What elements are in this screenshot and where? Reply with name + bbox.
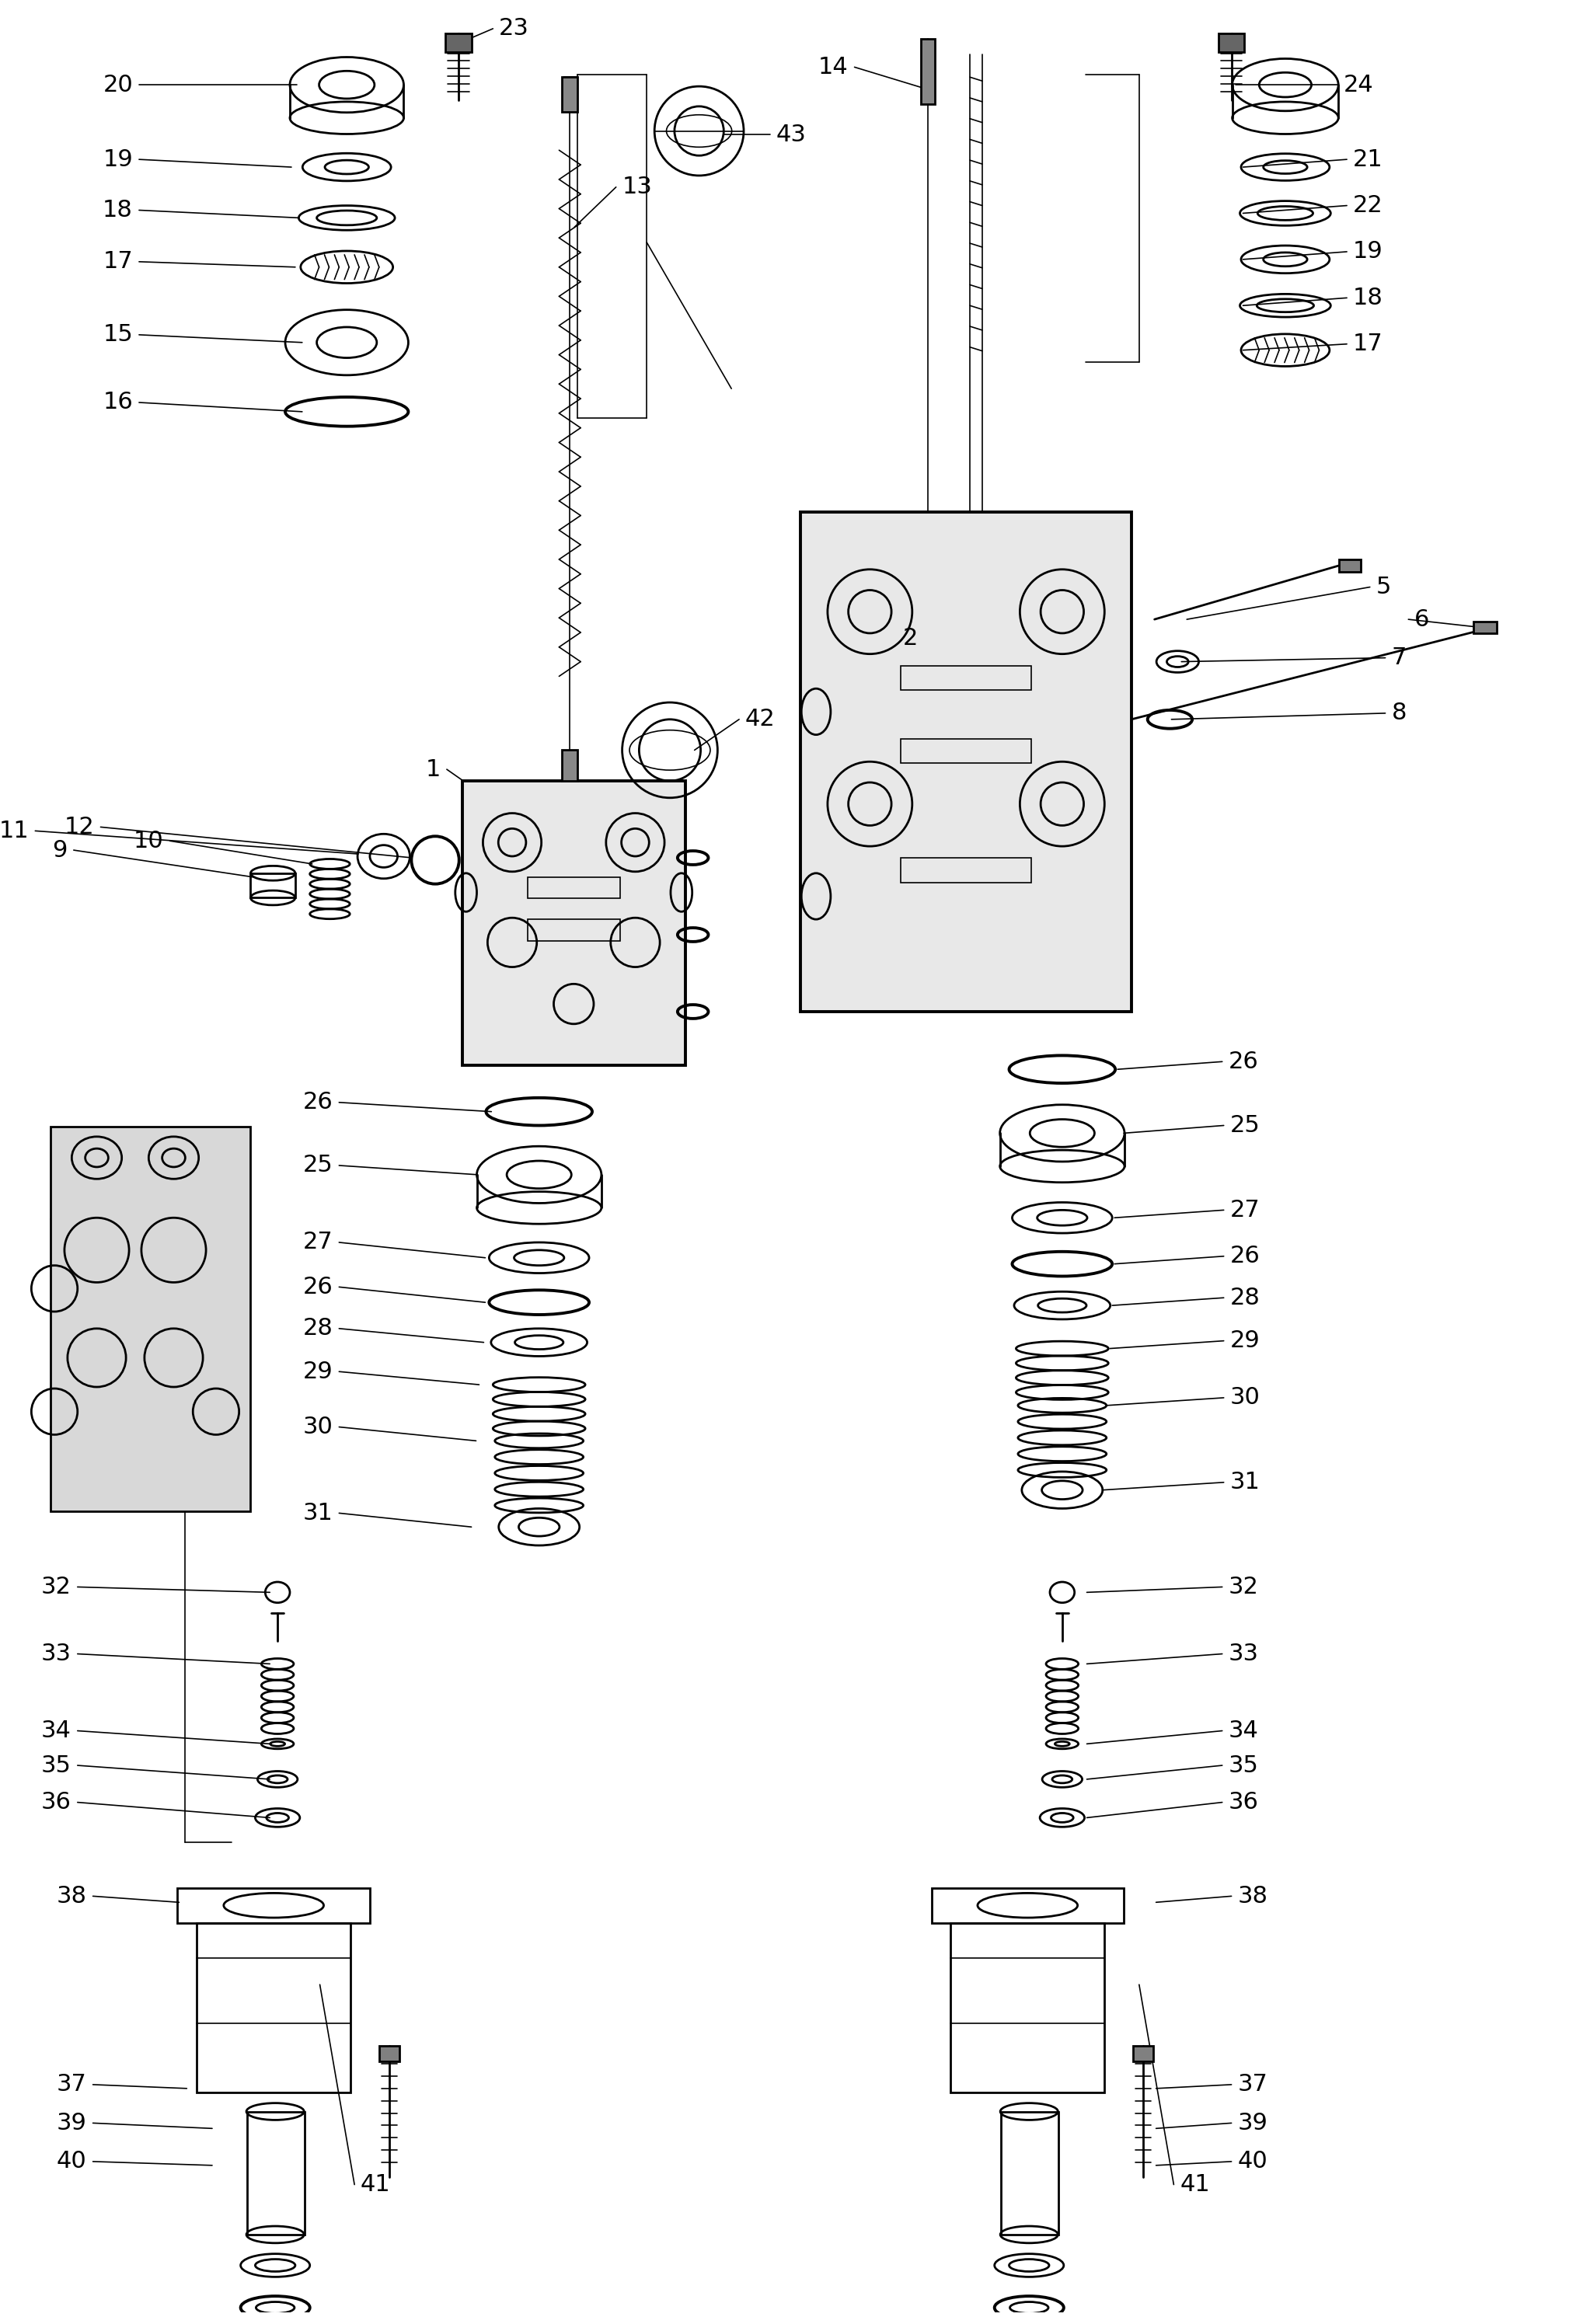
Text: 2: 2 xyxy=(902,627,918,651)
Text: 38: 38 xyxy=(57,1885,87,1908)
Text: 9: 9 xyxy=(52,839,68,862)
Text: 36: 36 xyxy=(41,1792,71,1813)
Text: 37: 37 xyxy=(1238,2073,1268,2096)
Text: 17: 17 xyxy=(1353,332,1384,356)
Text: 19: 19 xyxy=(103,149,133,170)
Bar xyxy=(562,77,578,112)
Text: 8: 8 xyxy=(1391,702,1407,725)
Bar xyxy=(1474,623,1498,632)
Text: 27: 27 xyxy=(302,1232,332,1253)
Text: 40: 40 xyxy=(57,2150,87,2173)
Bar xyxy=(951,1922,1105,2092)
Bar xyxy=(527,876,621,899)
Text: 15: 15 xyxy=(103,323,133,346)
Bar xyxy=(247,2113,304,2236)
Text: 24: 24 xyxy=(1344,74,1374,95)
Text: 32: 32 xyxy=(41,1576,71,1599)
Bar xyxy=(921,40,934,105)
Text: 12: 12 xyxy=(65,816,95,839)
Text: 34: 34 xyxy=(1228,1720,1258,1743)
Text: 35: 35 xyxy=(41,1755,71,1776)
Text: 26: 26 xyxy=(1230,1246,1260,1267)
Text: 38: 38 xyxy=(1238,1885,1268,1908)
Text: 28: 28 xyxy=(302,1318,332,1341)
Text: 29: 29 xyxy=(1230,1329,1260,1353)
Bar xyxy=(378,2045,399,2061)
Text: 39: 39 xyxy=(1238,2113,1268,2133)
Bar xyxy=(1339,560,1361,572)
Text: 30: 30 xyxy=(1230,1387,1260,1408)
Bar xyxy=(445,33,472,51)
Text: 31: 31 xyxy=(302,1501,332,1525)
Bar xyxy=(901,739,1032,762)
Text: 42: 42 xyxy=(746,709,776,730)
Text: 26: 26 xyxy=(302,1092,332,1113)
Text: 20: 20 xyxy=(103,74,133,95)
Bar xyxy=(1133,2045,1152,2061)
Text: 23: 23 xyxy=(499,16,529,40)
Text: 28: 28 xyxy=(1230,1287,1260,1308)
Text: 40: 40 xyxy=(1238,2150,1268,2173)
Bar xyxy=(901,665,1032,690)
Text: 6: 6 xyxy=(1415,609,1429,630)
Text: 17: 17 xyxy=(103,251,133,272)
Text: 41: 41 xyxy=(1179,2173,1209,2196)
Text: 26: 26 xyxy=(302,1276,332,1299)
Text: 36: 36 xyxy=(1228,1792,1258,1813)
Text: 21: 21 xyxy=(1353,149,1384,170)
Text: 37: 37 xyxy=(57,2073,87,2096)
Text: 43: 43 xyxy=(776,123,806,146)
Text: 14: 14 xyxy=(818,56,848,79)
Bar xyxy=(177,1889,370,1922)
Text: 22: 22 xyxy=(1353,195,1384,216)
Text: 10: 10 xyxy=(133,830,163,853)
Text: 25: 25 xyxy=(1230,1113,1260,1136)
Bar xyxy=(1000,2113,1059,2236)
Text: 7: 7 xyxy=(1391,646,1407,669)
Bar xyxy=(196,1922,350,2092)
Bar xyxy=(901,858,1032,883)
Text: 29: 29 xyxy=(302,1360,332,1383)
Bar xyxy=(250,874,296,897)
Text: 19: 19 xyxy=(1353,239,1384,263)
Text: 30: 30 xyxy=(302,1415,332,1439)
Text: 11: 11 xyxy=(0,820,28,841)
Text: 39: 39 xyxy=(57,2113,87,2133)
Text: 13: 13 xyxy=(622,177,652,198)
Text: 32: 32 xyxy=(1228,1576,1258,1599)
Text: 18: 18 xyxy=(103,200,133,221)
Bar xyxy=(931,1889,1124,1922)
Text: 35: 35 xyxy=(1228,1755,1258,1776)
Text: 1: 1 xyxy=(426,758,440,781)
Text: 41: 41 xyxy=(361,2173,391,2196)
Text: 26: 26 xyxy=(1228,1050,1258,1074)
Bar xyxy=(527,920,621,941)
Text: 27: 27 xyxy=(1230,1199,1260,1222)
Bar xyxy=(562,751,578,781)
Text: 31: 31 xyxy=(1230,1471,1260,1494)
Bar xyxy=(462,781,685,1064)
Bar xyxy=(51,1127,250,1511)
Text: 5: 5 xyxy=(1376,576,1391,597)
Bar xyxy=(801,511,1132,1011)
Text: 16: 16 xyxy=(103,390,133,414)
Text: 34: 34 xyxy=(41,1720,71,1743)
Text: 25: 25 xyxy=(302,1155,332,1176)
Text: 18: 18 xyxy=(1353,286,1384,309)
Text: 33: 33 xyxy=(41,1643,71,1664)
Text: 33: 33 xyxy=(1228,1643,1258,1664)
Bar xyxy=(1219,33,1244,51)
